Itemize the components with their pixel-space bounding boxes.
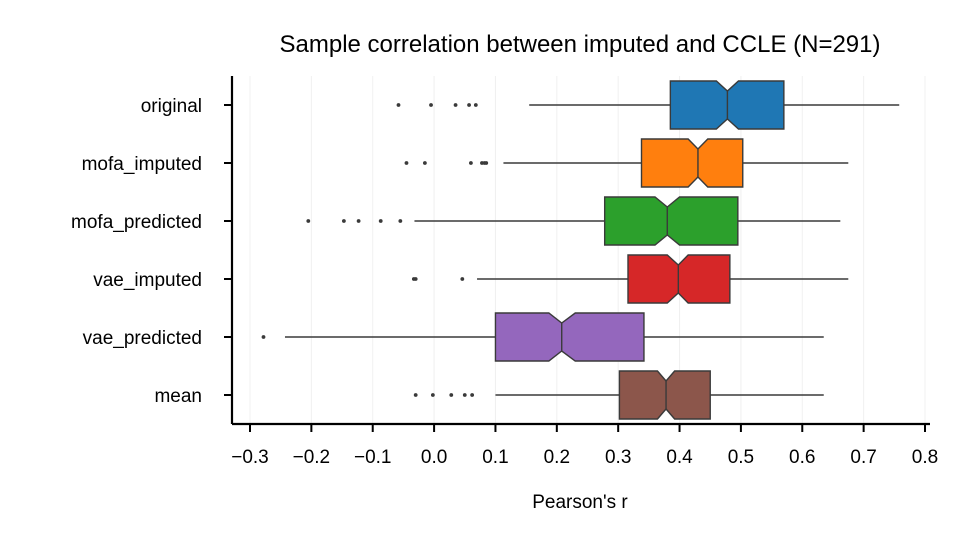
x-tick-label-7: 0.4 [666, 447, 693, 468]
outlier-original-1 [429, 103, 433, 107]
chart-title: Sample correlation between imputed and C… [280, 31, 881, 58]
y-tick-label-1: mofa_imputed [82, 154, 202, 175]
y-tick-label-2: mofa_predicted [71, 212, 202, 233]
x-tick-label-3: 0.0 [421, 447, 447, 468]
x-tick-label-4: 0.1 [482, 447, 508, 468]
outlier-mofa_imputed-1 [422, 161, 427, 165]
outlier-original-3 [467, 103, 471, 107]
y-tick-label-3: vae_imputed [93, 270, 202, 291]
x-axis-label: Pearson's r [532, 492, 628, 513]
x-tick-label-2: −0.1 [354, 447, 392, 468]
outlier-mofa_imputed-0 [404, 161, 409, 165]
box-group-mofa_imputed [404, 138, 849, 188]
outlier-mofa_predicted-4 [398, 219, 403, 223]
outlier-mofa_imputed-2 [469, 161, 473, 165]
y-tick-label-4: vae_predicted [83, 328, 202, 349]
box-mean [618, 370, 711, 420]
box-group-vae_predicted [261, 312, 824, 362]
outlier-mean-4 [470, 393, 475, 397]
outlier-mofa_predicted-1 [341, 219, 346, 223]
x-tick-label-6: 0.3 [605, 447, 631, 468]
outlier-mofa_predicted-0 [306, 219, 311, 223]
axis-layer [230, 76, 930, 426]
x-tick-label-8: 0.5 [728, 447, 754, 468]
outlier-mean-2 [449, 393, 454, 397]
outlier-mean-1 [430, 393, 435, 397]
box-group-mofa_predicted [306, 196, 841, 246]
x-tick-label-9: 0.6 [789, 447, 815, 468]
x-tick-label-1: −0.2 [293, 447, 331, 468]
box-group-original [396, 80, 900, 130]
x-tick-label-5: 0.2 [544, 447, 570, 468]
box-group-mean [413, 370, 824, 420]
y-tick-label-5: mean [154, 386, 202, 407]
outlier-mofa_predicted-3 [378, 219, 383, 223]
outlier-mean-0 [413, 393, 418, 397]
outlier-mofa_predicted-2 [356, 219, 361, 223]
outlier-original-0 [396, 103, 401, 107]
outlier-original-2 [453, 103, 458, 107]
box-mofa_predicted [603, 196, 739, 246]
outlier-original-4 [473, 103, 478, 107]
x-tick-label-11: 0.8 [912, 447, 938, 468]
outlier-vae_predicted-0 [261, 335, 266, 339]
x-tick-label-0: −0.3 [231, 447, 269, 468]
outlier-mean-3 [462, 393, 467, 397]
outlier-vae_imputed-2 [460, 277, 465, 281]
box-layer [261, 80, 900, 420]
grid-layer [249, 76, 926, 424]
outlier-vae_imputed-1 [413, 277, 418, 281]
box-group-vae_imputed [411, 254, 849, 304]
y-tick-label-0: original [141, 96, 202, 117]
box-vae_predicted [494, 312, 645, 362]
outlier-mofa_imputed-5 [484, 161, 489, 165]
x-tick-label-10: 0.7 [850, 447, 876, 468]
box-mofa_imputed [640, 138, 744, 188]
tick-layer: −0.3 −0.2 −0.1 0.0 0.1 0.2 0.3 0.4 0.5 0.6 0.7 0.8 o… [71, 96, 938, 468]
